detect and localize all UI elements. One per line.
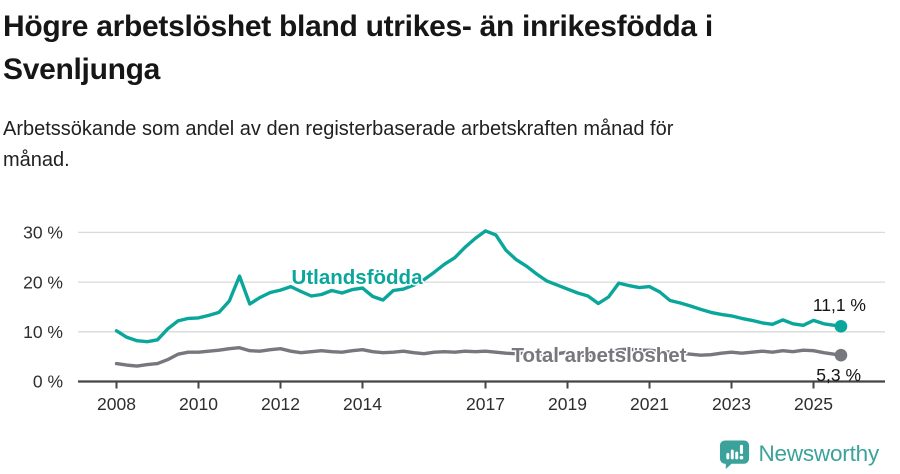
series-label-total: Total arbetslöshet bbox=[511, 344, 686, 367]
series-end-dot-total bbox=[834, 348, 848, 362]
x-axis-tick-label: 2023 bbox=[712, 394, 751, 414]
speech-bubble-shape bbox=[720, 440, 750, 469]
exclamation-dot bbox=[740, 455, 744, 460]
y-axis-tick-label: 0 % bbox=[33, 372, 63, 392]
title-line-2: Svenljunga bbox=[3, 53, 161, 86]
series-end-dot-utlandsfodda bbox=[834, 320, 848, 333]
title-line-1: Högre arbetslöshet bland utrikes- än inr… bbox=[3, 10, 713, 43]
x-axis-tick-label: 2021 bbox=[630, 394, 669, 414]
exclamation-stem bbox=[740, 444, 744, 454]
subtitle-line-2: månad. bbox=[3, 149, 70, 171]
newsworthy-logo: Newsworthy bbox=[719, 439, 879, 469]
brand-name: Newsworthy bbox=[758, 441, 879, 466]
series-label-utlandsfodda: Utlandsfödda bbox=[292, 266, 424, 289]
bar-3 bbox=[735, 451, 739, 460]
bar-2 bbox=[731, 449, 735, 460]
series-end-value-total: 5,3 % bbox=[816, 365, 861, 385]
y-axis-tick-label: 20 % bbox=[23, 272, 63, 292]
chart-subtitle: Arbetssökande som andel av den registerb… bbox=[3, 114, 863, 176]
x-axis-tick-label: 2014 bbox=[343, 394, 382, 414]
x-axis-tick-label: 2017 bbox=[466, 394, 505, 414]
series-end-value-utlandsfodda: 11,1 % bbox=[813, 295, 866, 315]
x-axis-tick-label: 2012 bbox=[261, 394, 300, 414]
x-axis-tick-label: 2019 bbox=[548, 394, 587, 414]
page-title: Högre arbetslöshet bland utrikes- än inr… bbox=[3, 5, 883, 91]
series-line-total bbox=[114, 346, 843, 368]
subtitle-line-1: Arbetssökande som andel av den registerb… bbox=[3, 118, 674, 140]
bar-1 bbox=[726, 453, 730, 460]
x-axis-tick-label: 2025 bbox=[794, 394, 833, 414]
y-axis-tick-label: 30 % bbox=[23, 223, 63, 243]
x-axis-tick-label: 2008 bbox=[97, 394, 136, 414]
bar-chart-speech-bubble-icon bbox=[720, 440, 750, 469]
y-axis-tick-label: 10 % bbox=[23, 322, 63, 342]
series-line-utlandsfodda bbox=[114, 229, 843, 344]
x-axis-tick-label: 2010 bbox=[179, 394, 218, 414]
